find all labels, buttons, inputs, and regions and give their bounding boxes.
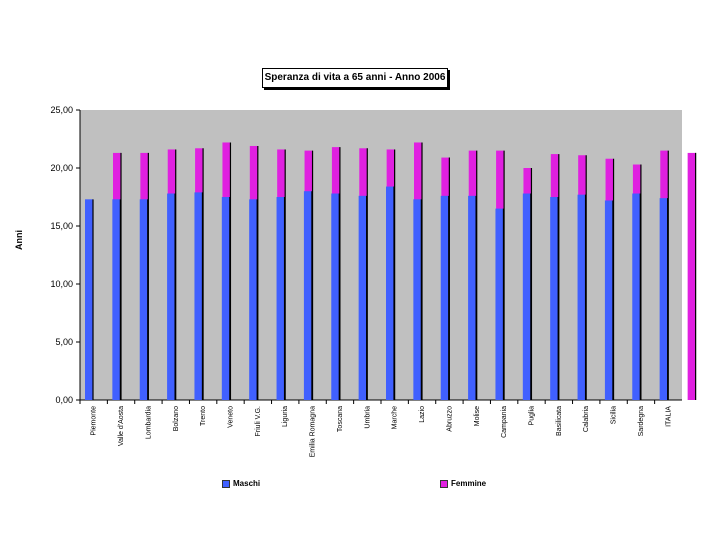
- x-tick-label: Abruzzo: [446, 406, 453, 432]
- y-tick-label: 20,00: [50, 163, 73, 173]
- x-tick-label: Bolzano: [173, 406, 180, 431]
- x-tick-label: Sicilia: [611, 406, 618, 424]
- bar-maschi: [358, 195, 367, 400]
- x-tick-label: Toscana: [337, 406, 344, 432]
- x-tick-label: Friuli V.G.: [255, 406, 262, 437]
- x-tick-label: Molise: [474, 406, 481, 426]
- x-tick-label: Veneto: [228, 406, 235, 428]
- bar-maschi: [303, 191, 312, 400]
- bar-maschi: [632, 193, 641, 400]
- bar-maschi: [85, 199, 93, 400]
- x-tick-label: Piemonte: [91, 406, 98, 436]
- x-tick-label: Sardegna: [638, 406, 645, 436]
- bar-maschi: [550, 197, 559, 400]
- y-tick-label: 5,00: [55, 337, 73, 347]
- legend-item-femmine: Femmine: [440, 479, 486, 488]
- x-tick-label: Emilia Romagna: [310, 406, 317, 457]
- x-tick-label: Valle d'Aosta: [118, 406, 125, 446]
- x-tick-label: Marche: [392, 406, 399, 429]
- y-tick-label: 15,00: [50, 221, 73, 231]
- legend-swatch-femmine: [440, 479, 448, 488]
- bar-maschi: [167, 193, 176, 400]
- bar-femmine: [687, 152, 696, 400]
- bar-maschi: [386, 186, 394, 400]
- legend-label-femmine: Femmine: [451, 479, 487, 488]
- bar-maschi: [577, 194, 586, 400]
- bar-maschi: [249, 199, 258, 400]
- bar-maschi: [194, 192, 203, 400]
- legend-label-maschi: Maschi: [233, 479, 261, 488]
- x-tick-label: Basilicata: [556, 406, 563, 436]
- bar-maschi: [413, 199, 422, 400]
- bar-maschi: [112, 199, 121, 400]
- x-tick-label: Liguria: [282, 406, 289, 427]
- legend-item-maschi: Maschi: [222, 479, 260, 488]
- bar-maschi: [659, 198, 668, 400]
- x-tick-label: ITALIA: [665, 406, 672, 427]
- bar-maschi: [522, 193, 531, 400]
- x-tick-label: Puglia: [529, 406, 536, 426]
- bar-maschi: [331, 193, 340, 400]
- legend-swatch-maschi: [222, 479, 230, 488]
- y-tick-label: 25,00: [50, 105, 73, 115]
- bar-maschi: [604, 200, 613, 400]
- y-tick-label: 0,00: [55, 395, 73, 405]
- x-tick-label: Calabria: [583, 406, 590, 432]
- x-tick-label: Umbria: [364, 406, 371, 429]
- bar-maschi: [468, 195, 477, 400]
- bar-maschi: [221, 197, 230, 400]
- x-tick-label: Lazio: [419, 406, 426, 423]
- bar-maschi: [139, 199, 148, 400]
- bar-maschi: [495, 208, 504, 400]
- bar-maschi: [276, 197, 285, 400]
- x-tick-label: Lombardia: [145, 406, 152, 439]
- y-tick-label: 10,00: [50, 279, 73, 289]
- bar-maschi: [440, 195, 449, 400]
- x-tick-label: Trento: [200, 406, 207, 426]
- chart-title: Speranza di vita a 65 anni - Anno 2006: [262, 68, 448, 88]
- x-tick-label: Campania: [501, 406, 508, 438]
